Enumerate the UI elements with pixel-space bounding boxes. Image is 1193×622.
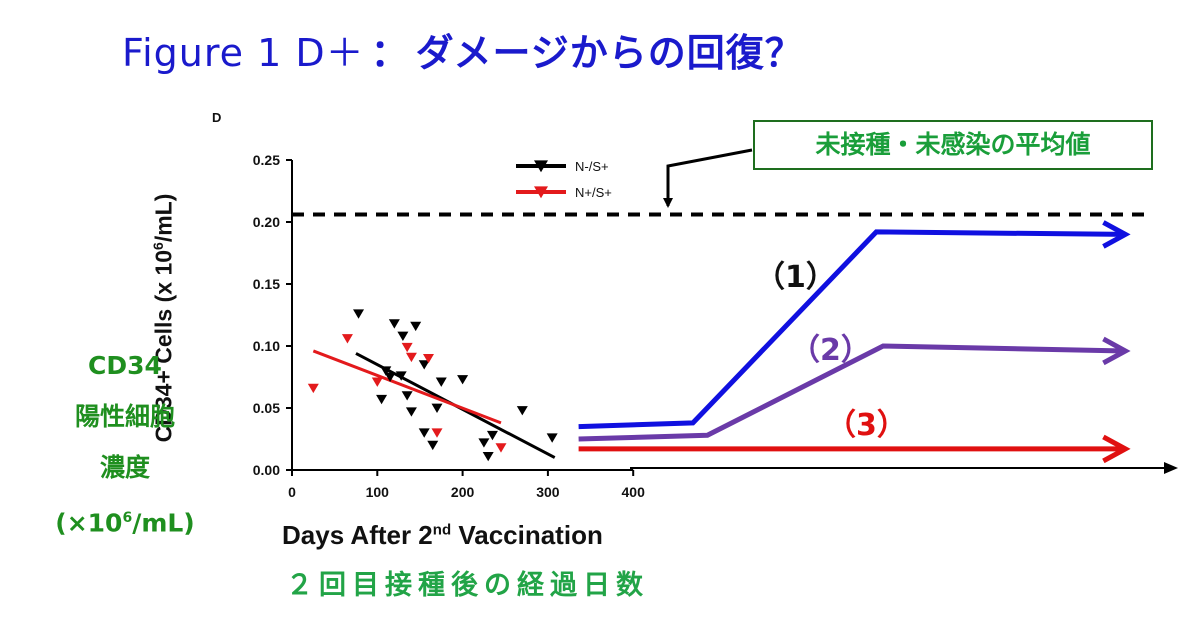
x-tick-label: 400 (622, 484, 646, 500)
callout-pointer-arrow (663, 148, 753, 208)
data-point (546, 433, 558, 443)
projection-line (578, 343, 1126, 442)
x-axis-label-pre: Days After 2 (282, 520, 433, 550)
y-tick-label: 0.00 (253, 462, 280, 478)
y-label-jp-unit-post: /mL) (132, 508, 195, 538)
data-point (376, 394, 388, 405)
data-point (486, 430, 498, 441)
data-point (405, 407, 417, 417)
extended-axis-arrowhead (1164, 462, 1178, 474)
projection-lines (578, 220, 1131, 464)
data-point (405, 352, 417, 363)
data-points (307, 309, 558, 462)
y-label-jp-line1: CD34 (88, 351, 162, 380)
extended-x-axis (630, 462, 1178, 474)
data-point (431, 403, 443, 413)
x-axis-label-sup: nd (432, 521, 452, 539)
x-axis-label-japanese: ２回目接種後の経過日数 (286, 570, 649, 601)
callout-box: 未接種・未感染の平均値 (753, 120, 1153, 170)
y-tick-label: 0.25 (253, 152, 280, 168)
legend-marker (534, 160, 548, 173)
data-point (418, 428, 430, 438)
scenario-label-2: （2） (790, 333, 871, 368)
data-point (457, 375, 469, 385)
title-japanese: ダメージからの回復？ (415, 31, 804, 75)
y-axis-label-japanese: CD34 陽性細胞 濃度 (×106/mL) (0, 340, 250, 548)
legend-marker (534, 186, 548, 199)
legend: N-/S+ N+/S+ (516, 159, 612, 200)
x-tick-label: 0 (288, 484, 296, 500)
title-prefix: Figure 1 D＋ (122, 31, 365, 75)
data-point (371, 377, 383, 387)
x-tick-label: 300 (536, 484, 560, 500)
data-point (410, 321, 422, 332)
x-axis-label: Days After 2nd Vaccination (282, 520, 603, 551)
scenario-label-3: （3） (826, 408, 907, 443)
title-separator: ： (370, 31, 410, 75)
data-point (384, 372, 396, 382)
y-label-jp-unit-sup: 6 (122, 510, 133, 526)
data-point (307, 383, 319, 394)
data-point (401, 342, 413, 353)
x-tick-label: 200 (451, 484, 475, 500)
data-point (418, 360, 430, 370)
data-point (478, 438, 490, 448)
y-label-jp-line3: 濃度 (99, 453, 150, 482)
scenario-label-1: （1） (755, 260, 836, 295)
y-tick-label: 0.15 (253, 276, 280, 292)
data-point (397, 331, 409, 342)
trend-lines (312, 349, 556, 459)
data-point (495, 443, 507, 453)
axes (286, 159, 635, 476)
x-axis-label-post: Vaccination (451, 520, 603, 550)
data-point (395, 371, 407, 381)
projection-line (578, 229, 1126, 430)
legend-label: N-/S+ (575, 159, 609, 174)
data-point (435, 377, 447, 387)
data-point (431, 428, 443, 438)
data-point (353, 309, 365, 319)
data-point (380, 366, 392, 376)
x-tick-label: 100 (366, 484, 390, 500)
page-title: Figure 1 D＋：ダメージからの回復？ (122, 22, 804, 77)
data-point (482, 451, 494, 462)
tick-labels: 0.00 0.05 0.10 0.15 0.20 0.25 0 100 200 300 400 (253, 152, 645, 500)
projection-arrowhead (1102, 336, 1131, 366)
y-label-jp-unit-pre: (×10 (55, 508, 123, 538)
y-tick-label: 0.05 (253, 400, 280, 416)
data-point (388, 319, 400, 329)
panel-letter: D (212, 110, 222, 125)
trend-line (312, 349, 502, 425)
y-label-jp-line4: (×106/mL) (0, 493, 250, 548)
data-point (341, 334, 353, 344)
reference-line-group (292, 148, 1145, 217)
projection-arrowhead (1102, 220, 1131, 249)
y-label-jp-line2: 陽性細胞 (74, 402, 175, 431)
legend-label: N+/S+ (575, 185, 612, 200)
y-tick-label: 0.20 (253, 214, 280, 230)
data-point (401, 391, 413, 401)
data-point (422, 354, 434, 364)
y-tick-label: 0.10 (253, 338, 280, 354)
data-point (516, 406, 528, 416)
data-point (427, 440, 439, 451)
projection-arrowhead (1102, 434, 1131, 464)
